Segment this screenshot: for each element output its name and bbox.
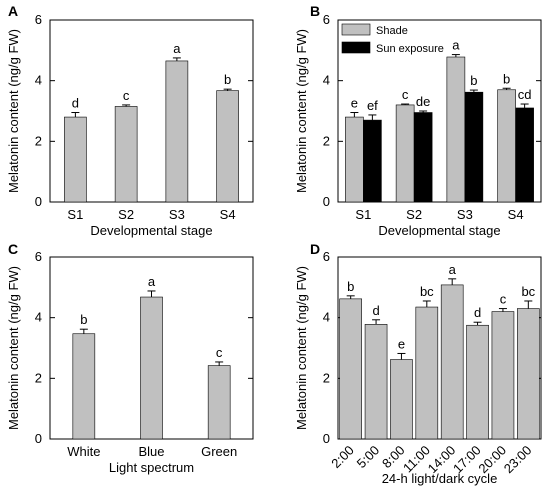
panel-d-xtick-label: 2:00 [328,443,357,472]
panel-d-xlabel: 24-h light/dark cycle [382,471,498,486]
panel-c-bar-1-letter: a [148,274,156,289]
panel-b-bar-2-series-0-letter: a [452,38,460,53]
panel-b-xtick-label: S1 [355,207,371,222]
panel-d-bar-7 [517,308,540,440]
panel-b-bar-0-series-1-letter: ef [367,98,378,113]
panel-b-ytick-label: 4 [323,73,330,88]
panel-c-label: C [8,241,18,257]
panel-d-bar-3 [415,306,439,440]
panel-d-bar-2-letter: e [398,336,405,351]
panel-d-bar-7-letter: bc [521,284,535,299]
panel-c-bar-0-letter: b [80,312,87,327]
panel-b-legend-swatch-1 [341,41,371,54]
panel-a-ytick-label: 4 [35,73,42,88]
panel-b-bar-0-series-0 [345,116,364,203]
panel-b-xtick-label: S2 [406,207,422,222]
panel-a-bar-2-letter: a [173,41,181,56]
panel-d-bar-0 [339,298,362,440]
panel-d-frame [337,256,542,440]
panel-a-bar-1-letter: c [123,88,130,103]
panel-d-ytick-label: 6 [323,249,330,264]
panel-c-xtick-label: White [67,444,100,459]
panel-b-legend-label-1: Sun exposure [376,43,444,55]
panel-d-bar-4 [440,284,464,440]
panel-c-bar-2-letter: c [216,345,223,360]
panel-b-legend-swatch-0 [341,23,371,36]
panel-c-xtick-label: Blue [138,444,164,459]
panel-c-ytick-label: 2 [35,370,42,385]
panel-b-bar-1-series-1 [413,112,433,203]
panel-a-frame [49,19,254,203]
panel-d-bar-6 [491,311,515,440]
panel-a-bar-0 [64,116,87,203]
panel-a-ytick-label: 2 [35,133,42,148]
panel-b-xtick-label: S4 [508,207,524,222]
panel-a-xtick-label: S1 [67,207,83,222]
panel-a-bar-2 [165,60,189,203]
panel-d-xtick-label: 23:00 [501,443,535,477]
panel-a-bar-1 [114,106,138,203]
panel-c-ytick-label: 4 [35,310,42,325]
panel-b-bar-1-series-0-letter: c [402,87,409,102]
panel-b-bar-1-series-1-letter: de [416,94,430,109]
panel-b-ytick-label: 0 [323,194,330,209]
panel-d-bar-3-letter: bc [420,284,434,299]
panel-b-bar-0-series-1 [363,119,382,203]
panel-b-bar-3-series-0 [497,89,516,203]
panel-b-bar-2-series-0 [446,56,466,203]
panel-b-xlabel: Developmental stage [378,223,500,238]
panel-a-xtick-label: S2 [118,207,134,222]
panel-a-bar-0-letter: d [72,96,79,111]
panel-b-bar-3-series-0-letter: b [503,71,510,86]
panel-b-bar-1-series-0 [395,104,415,203]
panel-c-xtick-label: Green [201,444,237,459]
panel-d-bar-6-letter: c [500,292,507,307]
panel-d-label: D [310,241,320,257]
panel-d-bar-5 [466,324,489,440]
panel-a-label: A [8,3,18,19]
panel-b-bar-0-series-0-letter: e [351,96,358,111]
panel-d-bar-2 [390,359,413,440]
panel-d-bar-0-letter: b [347,279,354,294]
panel-a-ytick-label: 6 [35,12,42,27]
panel-d-ytick-label: 2 [323,370,330,385]
panel-a-xlabel: Developmental stage [90,223,212,238]
panel-b-label: B [310,3,320,19]
panel-d-bar-1 [364,324,388,440]
panel-c-ytick-label: 0 [35,431,42,446]
panel-b-ylabel: Melatonin content (ng/g FW) [294,29,309,193]
panel-b-frame [337,19,542,203]
panel-b-bar-2-series-1 [464,91,484,203]
panel-c-ytick-label: 6 [35,249,42,264]
panel-d-bar-4-letter: a [449,262,457,277]
panel-a-bar-3-letter: b [224,72,231,87]
panel-c-bar-2 [207,365,231,440]
panel-a-xtick-label: S3 [169,207,185,222]
panel-d-bar-1-letter: d [372,303,379,318]
panel-b-bar-2-series-1-letter: b [470,73,477,88]
panel-a-xtick-label: S4 [220,207,236,222]
panel-b-ytick-label: 2 [323,133,330,148]
panel-c-xlabel: Light spectrum [109,460,194,475]
panel-d-ytick-label: 0 [323,431,330,446]
panel-d-ytick-label: 4 [323,310,330,325]
panel-a-ylabel: Melatonin content (ng/g FW) [6,29,21,193]
panel-c-ylabel: Melatonin content (ng/g FW) [6,266,21,430]
panel-d-xtick-label: 5:00 [354,443,383,472]
panel-c-bar-1 [140,296,163,440]
panel-d-ylabel: Melatonin content (ng/g FW) [294,266,309,430]
panel-b-bar-3-series-1-letter: cd [518,87,532,102]
panel-b-ytick-label: 6 [323,12,330,27]
panel-c-bar-0 [72,333,96,440]
panel-b-legend-label-0: Shade [376,25,408,37]
panel-b-xtick-label: S3 [457,207,473,222]
panel-a-bar-3 [216,90,239,203]
panel-a-ytick-label: 0 [35,194,42,209]
panel-d-bar-5-letter: d [474,305,481,320]
panel-b-bar-3-series-1 [515,107,534,203]
